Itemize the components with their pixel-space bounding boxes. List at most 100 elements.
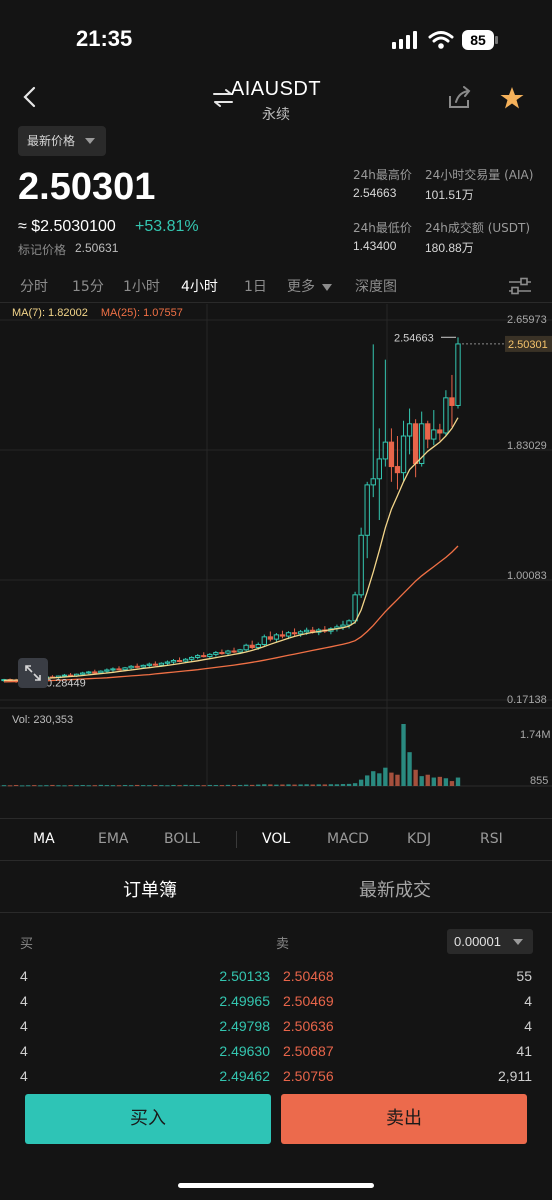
volume-bar [219, 785, 225, 787]
volume-bar [56, 785, 61, 787]
volume-bar [68, 785, 73, 787]
order-book-row[interactable]: 4 2.49630 2.50687 41 [0, 1041, 552, 1066]
volume-bar [334, 784, 340, 786]
ma-legend: MA(7): 1.82002 MA(25): 1.07557 [12, 307, 183, 319]
share-icon[interactable] [447, 86, 473, 110]
indicator-ma[interactable]: MA [33, 831, 55, 847]
volume-bar [358, 779, 364, 786]
turnover-24h-label: 24h成交额 (USDT) [425, 221, 531, 235]
candle-body [261, 636, 267, 645]
volume-bar [32, 785, 37, 787]
chart-settings-icon[interactable] [507, 276, 533, 296]
indicator-boll[interactable]: BOLL [164, 831, 200, 847]
candle-body [213, 652, 219, 655]
home-indicator [178, 1183, 374, 1188]
ma25-line [3, 545, 459, 683]
buy-button[interactable]: 买入 [25, 1094, 271, 1144]
divider [0, 818, 552, 819]
volume-bar [274, 784, 279, 786]
volume-bar [401, 724, 406, 786]
buy-column-label: 买 [20, 937, 34, 952]
volume-bar [74, 785, 79, 787]
mark-price-value: 2.50631 [75, 241, 119, 255]
candle-body [182, 658, 189, 662]
candle-body [219, 652, 225, 655]
volume-bar [316, 784, 321, 786]
volume-bar [262, 784, 267, 786]
price-type-select[interactable]: 最新价格 [18, 126, 106, 156]
bid-quantity: 4 [20, 993, 28, 1009]
tab-interval-1d[interactable]: 1日 [244, 279, 267, 295]
candle-body [394, 466, 401, 474]
candle-body [243, 644, 249, 651]
volume-bar [153, 785, 158, 787]
signal-icon [392, 31, 417, 49]
candle-body [116, 668, 122, 671]
price-usd: ≈ $2.5030100 [18, 218, 116, 235]
mark-price-label: 标记价格 [18, 243, 67, 257]
indicator-vol[interactable]: VOL [262, 831, 291, 847]
order-book-row[interactable]: 4 2.49798 2.50636 4 [0, 1016, 552, 1041]
caret-down-icon [322, 284, 333, 291]
bid-price: 2.50133 [219, 968, 270, 984]
divider [0, 912, 552, 913]
order-book-row[interactable]: 4 2.49462 2.50756 2,911 [0, 1066, 552, 1091]
candle-body [188, 656, 195, 660]
expand-icon [25, 665, 41, 681]
candle-body [437, 429, 443, 434]
high-price-marker: 2.54663 [394, 332, 434, 344]
volume-bar [346, 783, 352, 786]
candlestick-chart[interactable]: 2.659731.830291.000830.171381.74M8555-09… [0, 304, 552, 790]
candle-body [388, 441, 395, 468]
tab-interval-time[interactable]: 分时 [20, 279, 48, 295]
back-icon[interactable] [20, 86, 40, 108]
y-axis-tick: 1.83029 [507, 440, 547, 452]
volume-bar [389, 772, 394, 786]
tab-interval-more[interactable]: 更多 [287, 276, 333, 296]
ask-quantity: 4 [524, 993, 532, 1009]
tab-interval-1h[interactable]: 1小时 [123, 279, 160, 295]
tab-depth-chart[interactable]: 深度图 [355, 279, 397, 295]
tab-order-book[interactable]: 订单簿 [123, 880, 177, 901]
indicator-ema[interactable]: EMA [98, 831, 129, 847]
favorite-star-icon[interactable] [499, 85, 525, 111]
status-time: 21:35 [76, 26, 133, 51]
last-price-tag [505, 335, 552, 352]
volume-bar [201, 785, 206, 787]
candle-body [128, 665, 134, 669]
volume-bar [286, 784, 291, 786]
indicator-kdj[interactable]: KDJ [407, 831, 432, 847]
volume-bar [177, 785, 182, 787]
candle-body [346, 620, 352, 626]
sell-button[interactable]: 卖出 [281, 1094, 527, 1144]
chevron-down-icon [85, 138, 95, 144]
symbol-title[interactable]: AIAUSDT [230, 78, 322, 100]
indicator-rsi[interactable]: RSI [480, 831, 503, 847]
order-book-row[interactable]: 4 2.50133 2.50468 55 [0, 966, 552, 991]
order-book-row[interactable]: 4 2.49965 2.50469 4 [0, 991, 552, 1016]
volume-bar [122, 785, 128, 787]
volume-bar [231, 785, 237, 787]
candle-body [412, 423, 419, 465]
ask-quantity: 4 [524, 1018, 532, 1034]
volume-bar [98, 784, 104, 786]
battery-tip [495, 36, 498, 44]
indicator-macd[interactable]: MACD [327, 831, 369, 847]
volume-bar [80, 785, 85, 787]
volume-bar [377, 773, 382, 786]
candle-body [86, 671, 92, 674]
ma25-legend: MA(25): 1.07557 [100, 307, 183, 319]
tab-interval-15m[interactable]: 15分 [72, 279, 104, 295]
volume-bar [128, 785, 134, 787]
swap-pair-icon[interactable] [211, 88, 235, 108]
tab-interval-4h[interactable]: 4小时 [181, 279, 218, 295]
candle-body [291, 632, 298, 635]
last-price-label: 2.50301 [508, 339, 548, 351]
volume-bar [455, 777, 461, 786]
volume-bar [425, 774, 430, 786]
fullscreen-button[interactable] [18, 658, 48, 688]
tab-latest-trades[interactable]: 最新成交 [359, 880, 431, 901]
volume-24h-label: 24小时交易量 (AIA) [425, 168, 534, 182]
volume-axis-tick: 1.74M [520, 729, 551, 741]
precision-select[interactable]: 0.00001 [447, 929, 533, 954]
